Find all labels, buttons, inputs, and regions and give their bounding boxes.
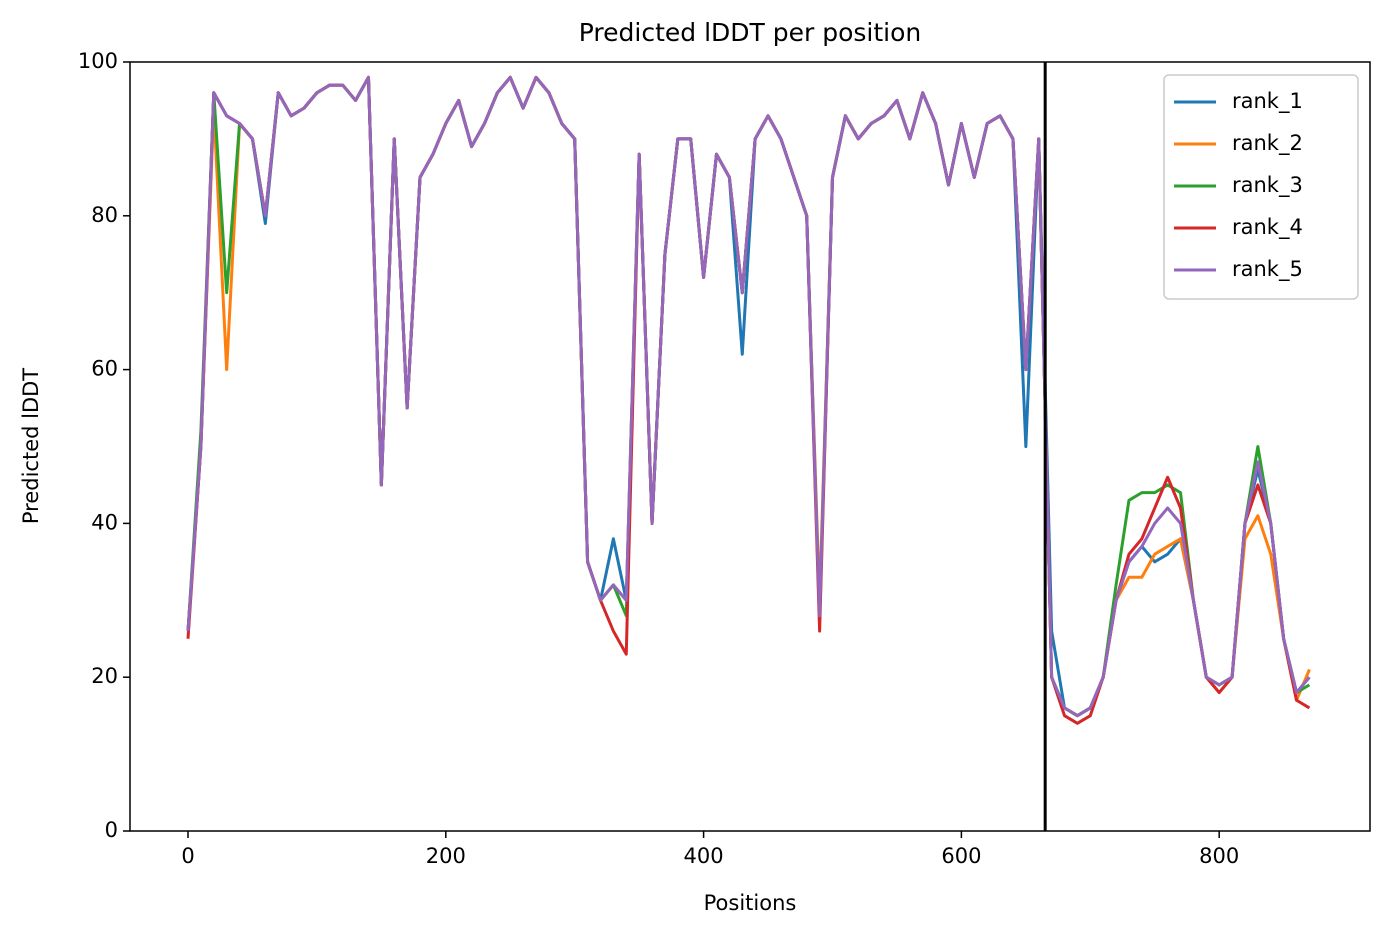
x-axis-label: Positions <box>704 891 797 915</box>
y-tick-label: 60 <box>91 357 118 381</box>
x-tick-label: 0 <box>181 844 194 868</box>
x-tick-label: 400 <box>684 844 724 868</box>
legend-label: rank_1 <box>1232 89 1303 114</box>
x-tick-label: 600 <box>941 844 981 868</box>
y-tick-label: 20 <box>91 664 118 688</box>
series-line <box>186 75 1311 718</box>
y-tick-label: 80 <box>91 203 118 227</box>
legend-box <box>1163 74 1359 300</box>
plot-frame <box>129 61 1371 832</box>
legend-label: rank_3 <box>1232 173 1303 198</box>
legend-label: rank_4 <box>1232 215 1303 240</box>
series-line <box>186 75 1311 718</box>
legend-label: rank_5 <box>1232 257 1303 282</box>
x-tick-label: 800 <box>1199 844 1239 868</box>
chart-title: Predicted lDDT per position <box>579 18 921 47</box>
legend-label: rank_2 <box>1232 131 1303 156</box>
series-line <box>186 75 1311 725</box>
y-tick-label: 40 <box>91 510 118 534</box>
x-tick-label: 200 <box>426 844 466 868</box>
y-axis-label: Predicted lDDT <box>19 368 43 524</box>
y-tick-label: 0 <box>105 818 118 842</box>
y-tick-label: 100 <box>78 49 118 73</box>
series-line <box>186 75 1311 718</box>
series-line <box>186 75 1311 718</box>
